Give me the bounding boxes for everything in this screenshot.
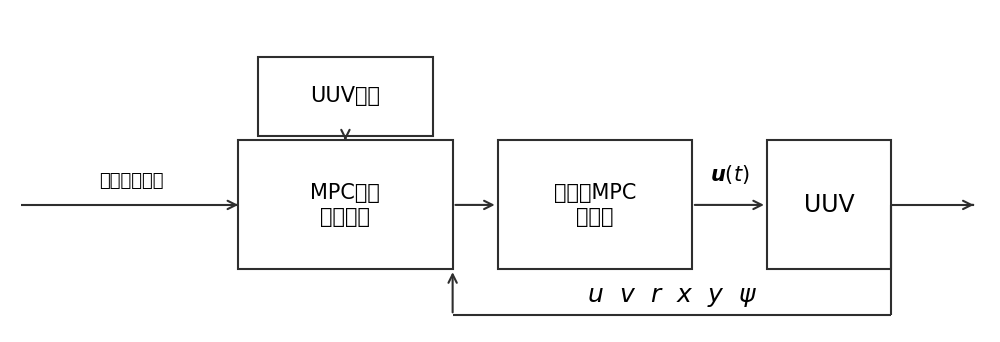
Text: $\boldsymbol{u}(t)$: $\boldsymbol{u}(t)$ — [710, 163, 749, 186]
Text: MPC优化
问题描述: MPC优化 问题描述 — [310, 183, 380, 226]
Bar — [238, 141, 453, 269]
Bar — [767, 141, 891, 269]
Text: 母船参考轨迹: 母船参考轨迹 — [99, 172, 163, 190]
Bar — [498, 141, 692, 269]
Text: UUV模型: UUV模型 — [310, 87, 380, 106]
Text: 非线性MPC
控制器: 非线性MPC 控制器 — [554, 183, 636, 226]
Text: $u\ \ v\ \ r\ \ x\ \ y\ \ \psi$: $u\ \ v\ \ r\ \ x\ \ y\ \ \psi$ — [587, 285, 757, 308]
Text: UUV: UUV — [804, 193, 854, 217]
Bar — [258, 56, 433, 136]
